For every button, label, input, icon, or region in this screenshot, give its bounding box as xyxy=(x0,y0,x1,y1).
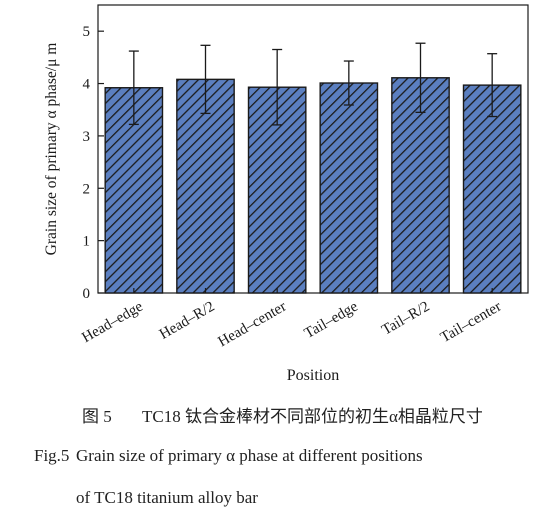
y-axis: 0 1 2 3 4 5 xyxy=(83,24,104,302)
x-axis-label: Position xyxy=(287,367,339,384)
bar xyxy=(176,78,235,294)
x-tick-label: Head–center xyxy=(216,299,290,351)
caption-chinese: 图 5 TC18 钛合金棒材不同部位的初生α相晶粒尺寸 xyxy=(82,402,483,427)
bar xyxy=(319,82,379,294)
x-tick-label: Head–edge xyxy=(79,298,146,346)
y-axis-label: Grain size of primary α phase/μ m xyxy=(43,43,60,256)
caption-english-number: Fig.5 xyxy=(34,446,70,465)
y-tick-label: 4 xyxy=(83,77,91,93)
y-tick-label: 1 xyxy=(83,234,91,250)
x-tick-label: Head–R/2 xyxy=(157,299,218,343)
caption-chinese-number: 图 5 xyxy=(82,407,112,426)
caption-english-line2: of TC18 titanium alloy bar xyxy=(76,488,258,508)
y-tick-label: 5 xyxy=(83,24,91,40)
y-tick-label: 3 xyxy=(83,129,91,145)
bar-series xyxy=(104,77,522,294)
y-tick-label: 0 xyxy=(83,286,91,302)
x-tick-label: Tail–R/2 xyxy=(379,299,432,339)
caption-english-text: Grain size of primary α phase at differe… xyxy=(76,446,423,465)
caption-english-text-continued: of TC18 titanium alloy bar xyxy=(76,488,258,507)
y-tick-label: 2 xyxy=(83,181,91,197)
caption-chinese-text: TC18 钛合金棒材不同部位的初生α相晶粒尺寸 xyxy=(142,407,483,426)
caption-english-line1: Fig.5 Grain size of primary α phase at di… xyxy=(34,446,423,466)
x-tick-label: Tail–center xyxy=(438,299,504,346)
x-tick-label: Tail–edge xyxy=(302,298,361,341)
error-bar-series xyxy=(128,42,498,126)
plot-frame xyxy=(97,4,529,294)
